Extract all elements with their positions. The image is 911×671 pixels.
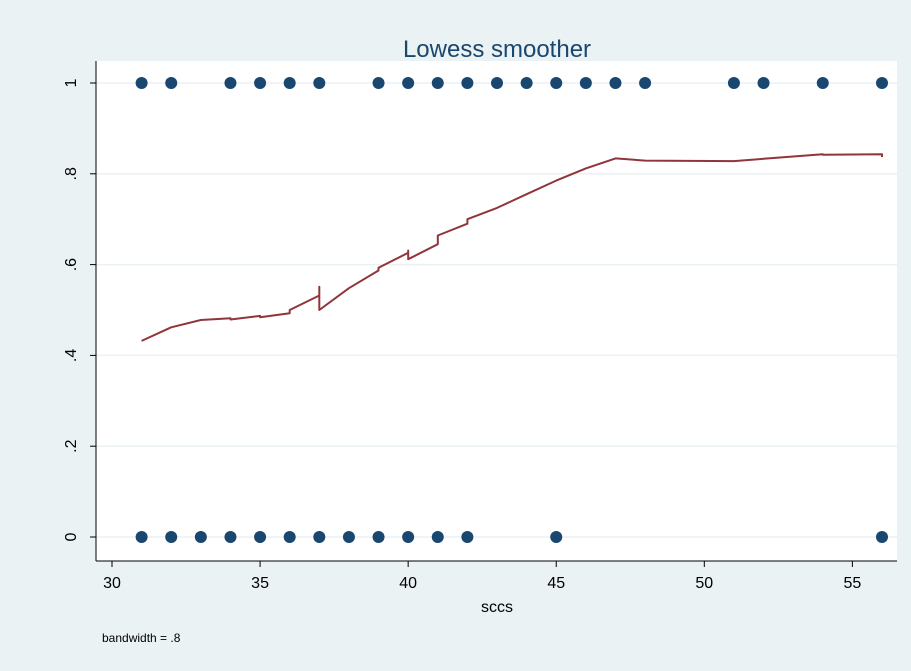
data-point-8 (431, 77, 444, 89)
data-point-23 (224, 531, 237, 543)
data-point-19 (876, 77, 888, 89)
plot-area (96, 61, 897, 561)
data-point-5 (313, 77, 326, 89)
y-tick-label-0: 0 (63, 532, 80, 541)
data-point-15 (639, 77, 652, 89)
data-point-10 (491, 77, 503, 89)
x-tick-label-2: 40 (399, 575, 417, 592)
y-tick-label-3: .6 (63, 258, 80, 271)
data-point-9 (461, 77, 474, 89)
data-point-4 (283, 77, 296, 89)
scatter-points (135, 77, 888, 543)
x-axis-label: sccs (481, 599, 513, 616)
data-point-14 (609, 77, 622, 89)
x-tick-label-1: 35 (251, 575, 269, 592)
x-tick-label-3: 45 (547, 575, 565, 592)
lowess-line (141, 153, 883, 342)
y-axis: 0 .2 .4 .6 .8 1 (63, 61, 97, 561)
x-axis: 30 35 40 45 50 55 (96, 560, 897, 592)
data-point-29 (402, 531, 415, 543)
data-point-1 (165, 77, 178, 89)
data-point-3 (254, 77, 267, 89)
data-point-26 (313, 531, 326, 543)
data-point-24 (254, 531, 267, 543)
data-point-30 (431, 531, 444, 543)
data-point-6 (372, 77, 385, 89)
y-tick-label-5: 1 (63, 78, 80, 87)
data-point-28 (372, 531, 385, 543)
data-point-2 (224, 77, 237, 89)
data-point-31 (461, 531, 474, 543)
chart-title: Lowess smoother (403, 36, 591, 63)
data-point-11 (520, 77, 533, 89)
data-point-17 (757, 77, 770, 89)
y-tick-label-2: .4 (63, 349, 80, 362)
data-point-20 (135, 531, 148, 543)
lowess-path (141, 153, 883, 342)
data-point-25 (283, 531, 296, 543)
x-tick-label-0: 30 (103, 575, 121, 592)
data-point-27 (342, 531, 355, 543)
data-point-21 (165, 531, 178, 543)
data-point-7 (402, 77, 415, 89)
y-tick-label-4: .8 (63, 167, 80, 180)
y-tick-label-1: .2 (63, 439, 80, 452)
x-tick-label-5: 55 (843, 575, 861, 592)
x-tick-label-4: 50 (695, 575, 713, 592)
data-point-13 (579, 77, 592, 89)
data-point-18 (816, 77, 829, 89)
bandwidth-note: bandwidth = .8 (102, 631, 181, 645)
data-point-12 (550, 77, 563, 89)
data-point-16 (727, 77, 740, 89)
data-point-32 (550, 531, 563, 543)
data-point-33 (876, 531, 888, 543)
data-point-0 (135, 77, 148, 89)
data-point-22 (194, 531, 207, 543)
